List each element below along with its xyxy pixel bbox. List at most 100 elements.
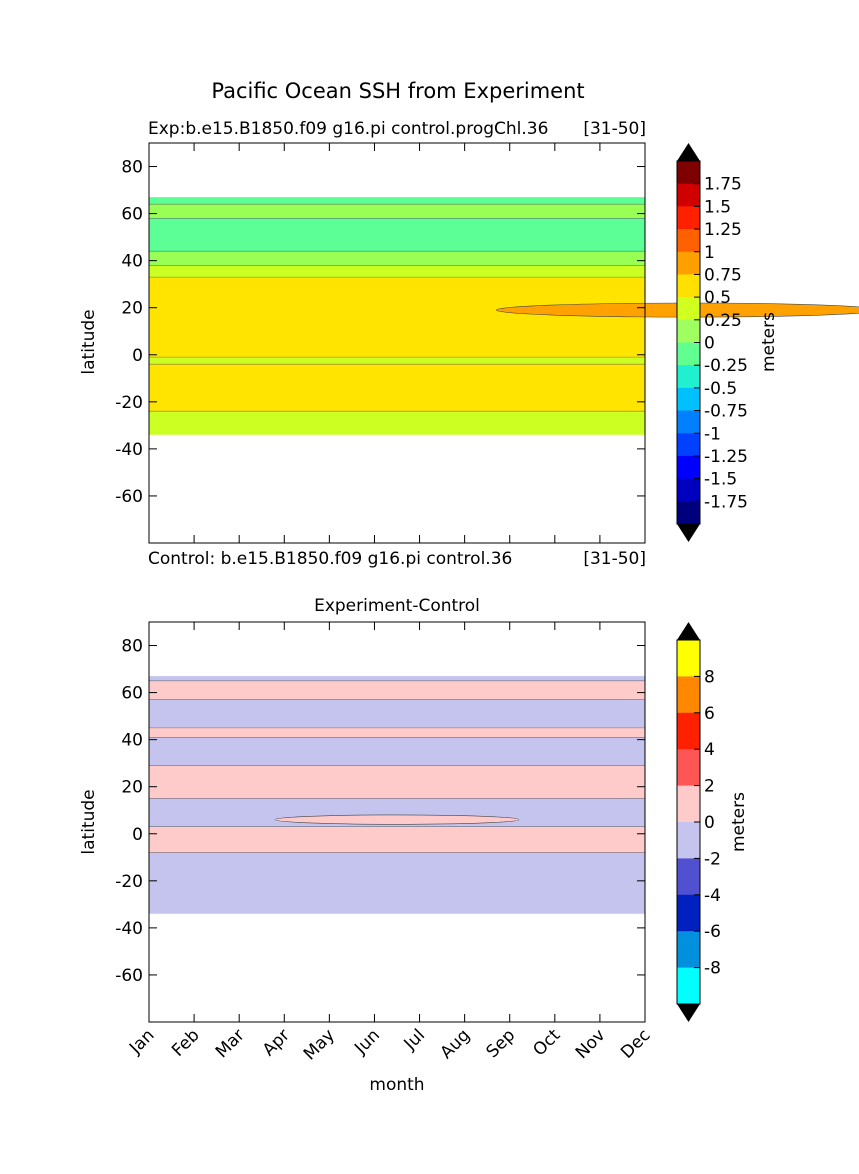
top-band-8: [149, 197, 645, 205]
top-frame: [148, 142, 646, 544]
bottom-feature-0: [274, 814, 520, 825]
top-band-0: [149, 411, 645, 435]
bottom-xtick-label-3: Apr: [259, 1025, 294, 1060]
bottom-xtick-label-9: Oct: [529, 1025, 564, 1060]
bottom-xtick-label-8: Sep: [482, 1025, 519, 1062]
bottom-cbar-seg-4: [677, 785, 700, 823]
bottom-xtick-label-6: Jul: [400, 1025, 429, 1054]
top-cbar-seg-15: [677, 501, 700, 525]
bottom-band-0: [149, 852, 645, 914]
bottom-cbar-label-3: 2: [704, 777, 715, 797]
top-cbar-seg-6: [677, 297, 700, 321]
bottom-cbar-label-2: 4: [704, 740, 715, 760]
top-plot-area: 80 60 40 20 0 -20 -40 -60: [115, 142, 859, 544]
top-cbar-label-12: -1.25: [704, 447, 748, 467]
top-ytick-label-5: -20: [115, 393, 143, 413]
bottom-cbar-seg-1: [677, 676, 700, 714]
top-ytick-label-0: 80: [121, 158, 143, 178]
top-cbar-seg-9: [677, 365, 700, 389]
top-band-5: [149, 251, 645, 266]
bottom-band-3: [149, 765, 645, 799]
top-cbar-seg-14: [677, 478, 700, 502]
bottom-cbar-label-6: -4: [704, 886, 721, 906]
top-band-3: [149, 277, 645, 358]
top-cbar-label-9: -0.5: [704, 379, 737, 399]
bottom-ylabel: latitude: [79, 789, 99, 854]
bottom-band-1: [149, 826, 645, 853]
bottom-ytick-label-1: 60: [121, 684, 143, 704]
bottom-xtick-label-5: Jun: [350, 1025, 384, 1059]
bottom-xtick-label-0: Jan: [125, 1025, 158, 1058]
top-band-7: [149, 204, 645, 219]
bottom-cbar-seg-8: [677, 931, 700, 969]
top-cbar-seg-0: [677, 161, 700, 185]
top-band-1: [149, 364, 645, 412]
top-band-4: [149, 265, 645, 278]
top-cbar-extend-top: [677, 143, 700, 161]
top-cbar-seg-8: [677, 342, 700, 366]
top-cbar-label-5: 0.5: [704, 288, 731, 308]
bottom-cbar-seg-3: [677, 749, 700, 787]
bottom-ytick-label-5: -20: [115, 872, 143, 892]
bottom-xtick-label-1: Feb: [168, 1025, 203, 1060]
bottom-ytick-label-0: 80: [121, 637, 143, 657]
bottom-cbar-extend-top: [677, 622, 700, 640]
bottom-cbar-label-5: -2: [704, 849, 721, 869]
bottom-plot-area: 80 60 40 20 0 -20 -40 -60 Jan Feb Mar Apr May Jun Jul A…: [115, 621, 655, 1064]
bottom-frame: [148, 621, 646, 1023]
top-ytick-label-7: -60: [115, 487, 143, 507]
top-cbar-label-4: 0.75: [704, 265, 742, 285]
bottom-band-4: [149, 737, 645, 766]
bottom-ytick-label-3: 20: [121, 778, 143, 798]
bottom-band-7: [149, 680, 645, 700]
bottom-colorbar-label: meters: [729, 792, 749, 852]
bottom-colorbar: 8 6 4 2 0 -2 -4 -6 -8: [676, 622, 721, 1022]
bottom-panel: Experiment-Control 806040200-20-40-60Jan…: [79, 596, 749, 1095]
top-colorbar: 1.751.51.2510.750.50.250-0.25-0.5-0.75-1…: [676, 143, 748, 542]
top-cbar-seg-1: [677, 183, 700, 207]
top-cbar-seg-5: [677, 274, 700, 298]
figure-title: Pacific Ocean SSH from Experiment: [211, 79, 584, 103]
top-cbar-extend-bottom: [677, 524, 700, 542]
top-cbar-label-8: -0.25: [704, 356, 748, 376]
top-cbar-label-11: -1: [704, 424, 721, 444]
top-ytick-label-3: 20: [121, 299, 143, 319]
bottom-cbar-seg-9: [677, 967, 700, 1005]
top-cbar-label-1: 1.5: [704, 197, 731, 217]
bottom-xlabel: month: [369, 1075, 424, 1095]
bottom-title: Experiment-Control: [314, 596, 480, 616]
bottom-cbar-label-8: -8: [704, 959, 721, 979]
top-ytick-label-2: 40: [121, 252, 143, 272]
top-cbar-seg-7: [677, 319, 700, 343]
top-cbar-label-7: 0: [704, 334, 715, 354]
top-cbar-label-14: -1.75: [704, 492, 748, 512]
bottom-xtick-label-2: Mar: [212, 1025, 249, 1062]
top-band-6: [149, 218, 645, 252]
top-caption-right: [31-50]: [583, 549, 646, 569]
bottom-cbar-seg-6: [677, 858, 700, 896]
top-cbar-seg-12: [677, 433, 700, 457]
bottom-cbar-label-1: 6: [704, 704, 715, 724]
bottom-ytick-label-4: 0: [132, 825, 143, 845]
top-cbar-label-0: 1.75: [704, 175, 742, 195]
bottom-band-8: [149, 676, 645, 681]
bottom-cbar-label-7: -6: [704, 922, 721, 942]
top-ytick-label-6: -40: [115, 440, 143, 460]
top-cbar-label-10: -0.75: [704, 402, 748, 422]
bottom-cbar-label-4: 0: [704, 813, 715, 833]
bottom-cbar-seg-0: [677, 640, 700, 677]
top-panel: Exp:b.e15.B1850.f09 g16.pi control.progC…: [79, 119, 859, 569]
bottom-ytick-label-7: -60: [115, 966, 143, 986]
top-cbar-label-2: 1.25: [704, 220, 742, 240]
bottom-ytick-label-6: -40: [115, 919, 143, 939]
bottom-band-5: [149, 727, 645, 738]
top-cbar-label-13: -1.5: [704, 470, 737, 490]
top-cbar-seg-4: [677, 251, 700, 275]
top-cbar-seg-11: [677, 410, 700, 434]
bottom-xtick-label-10: Nov: [572, 1025, 610, 1063]
top-cbar-seg-2: [677, 206, 700, 230]
bottom-cbar-extend-bottom: [677, 1004, 700, 1022]
top-caption-left: Control: b.e15.B1850.f09 g16.pi control.…: [148, 549, 512, 569]
top-ytick-label-1: 60: [121, 205, 143, 225]
top-ylabel: latitude: [79, 309, 99, 374]
